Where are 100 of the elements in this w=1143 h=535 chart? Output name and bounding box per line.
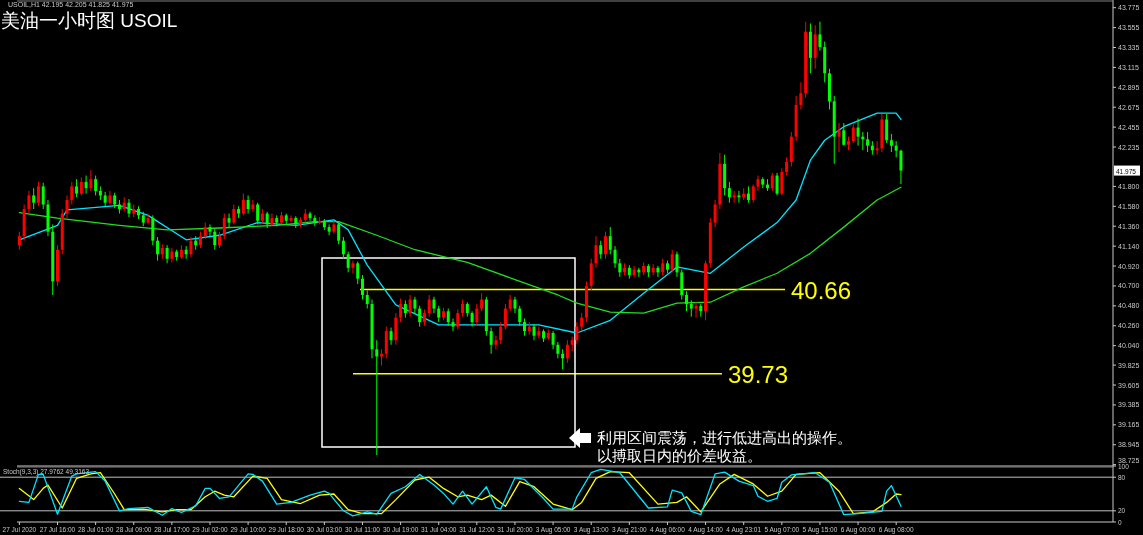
candlestick bbox=[599, 240, 603, 260]
candlestick bbox=[551, 330, 555, 350]
candlestick bbox=[685, 290, 689, 312]
candlestick bbox=[475, 303, 479, 327]
candlestick bbox=[427, 294, 431, 318]
candlestick bbox=[384, 326, 388, 359]
candlestick bbox=[227, 213, 231, 228]
annotation: 以搏取日内的价差收益。 bbox=[597, 447, 762, 464]
candlestick bbox=[17, 231, 21, 251]
candlestick bbox=[256, 202, 260, 225]
candlestick bbox=[618, 258, 622, 278]
candlestick bbox=[251, 199, 255, 213]
candlestick bbox=[27, 190, 31, 215]
candlestick bbox=[851, 122, 855, 144]
candlestick bbox=[680, 269, 684, 301]
candlestick bbox=[356, 261, 360, 285]
candlestick bbox=[70, 181, 74, 205]
candlestick bbox=[694, 301, 698, 319]
candlestick bbox=[889, 133, 893, 153]
candlestick bbox=[837, 122, 841, 153]
candlestick bbox=[580, 312, 584, 332]
candlestick bbox=[451, 318, 455, 332]
candlestick bbox=[780, 167, 784, 196]
candlestick bbox=[151, 214, 155, 246]
candlestick bbox=[456, 308, 460, 330]
candlestick bbox=[94, 175, 98, 196]
candlestick bbox=[503, 303, 507, 330]
candlestick bbox=[489, 327, 493, 355]
candlestick bbox=[165, 244, 169, 264]
candlestick bbox=[813, 24, 817, 70]
candlestick bbox=[394, 312, 398, 346]
candlestick bbox=[494, 335, 498, 350]
candlestick bbox=[675, 251, 679, 278]
line-series bbox=[18, 186, 902, 314]
candlestick bbox=[222, 213, 226, 240]
candlestick bbox=[608, 226, 612, 255]
candlestick bbox=[575, 321, 579, 345]
candlestick bbox=[156, 236, 160, 262]
candlestick bbox=[866, 131, 870, 153]
candlestick bbox=[146, 213, 150, 225]
candlestick bbox=[799, 81, 803, 110]
candlestick bbox=[856, 118, 860, 147]
ref-line-label: 39.73 bbox=[728, 360, 789, 388]
candlestick bbox=[75, 178, 79, 198]
ref-line-label: 40.66 bbox=[791, 276, 852, 304]
candlestick bbox=[327, 223, 331, 236]
candlestick bbox=[337, 222, 341, 245]
candlestick bbox=[389, 327, 393, 346]
candlestick bbox=[270, 213, 274, 227]
candlestick bbox=[518, 305, 522, 327]
candlestick bbox=[727, 181, 731, 204]
candlestick bbox=[604, 231, 607, 260]
candlestick bbox=[713, 199, 717, 228]
candlestick bbox=[408, 294, 412, 318]
candlestick bbox=[499, 321, 503, 345]
candlestick bbox=[418, 305, 422, 328]
candlestick bbox=[737, 190, 741, 204]
candlestick bbox=[399, 298, 403, 323]
candlestick bbox=[36, 181, 40, 207]
candlestick bbox=[785, 156, 789, 177]
candlestick bbox=[470, 310, 474, 328]
candlestick bbox=[589, 258, 593, 291]
candlestick bbox=[127, 198, 131, 218]
candlestick bbox=[480, 292, 484, 312]
candlestick bbox=[65, 194, 69, 219]
candlestick bbox=[232, 204, 236, 225]
candlestick bbox=[885, 113, 889, 144]
candlestick bbox=[346, 251, 350, 273]
candlestick bbox=[613, 245, 617, 269]
candlestick bbox=[289, 214, 293, 224]
candlestick bbox=[842, 122, 846, 147]
candlestick bbox=[79, 176, 83, 196]
candlestick bbox=[341, 236, 345, 260]
candlestick bbox=[170, 247, 174, 263]
candlestick bbox=[875, 140, 879, 156]
candlestick bbox=[565, 339, 569, 364]
candlestick bbox=[365, 289, 369, 310]
candlestick bbox=[632, 265, 636, 278]
candlestick bbox=[32, 187, 36, 210]
candlestick bbox=[41, 182, 45, 210]
candlestick bbox=[241, 193, 245, 216]
candlestick bbox=[570, 336, 574, 352]
candlestick bbox=[89, 169, 93, 192]
text: 美油一小时图 USOIL bbox=[1, 10, 178, 31]
candlestick bbox=[818, 21, 822, 52]
candlestick bbox=[213, 228, 217, 251]
candlestick bbox=[756, 175, 760, 192]
candlestick bbox=[770, 172, 774, 192]
candlestick bbox=[351, 260, 355, 274]
candlestick bbox=[670, 249, 674, 273]
candlestick bbox=[775, 172, 779, 196]
candlestick bbox=[84, 175, 88, 195]
candlestick bbox=[360, 274, 364, 301]
candlestick bbox=[899, 149, 903, 185]
candlestick bbox=[208, 223, 212, 237]
candlestick bbox=[751, 184, 755, 204]
candlestick bbox=[594, 235, 598, 269]
annotation: 利用区间震荡，进行低进高出的操作。 bbox=[597, 429, 852, 446]
candlestick bbox=[189, 236, 193, 258]
candlestick bbox=[246, 194, 250, 215]
